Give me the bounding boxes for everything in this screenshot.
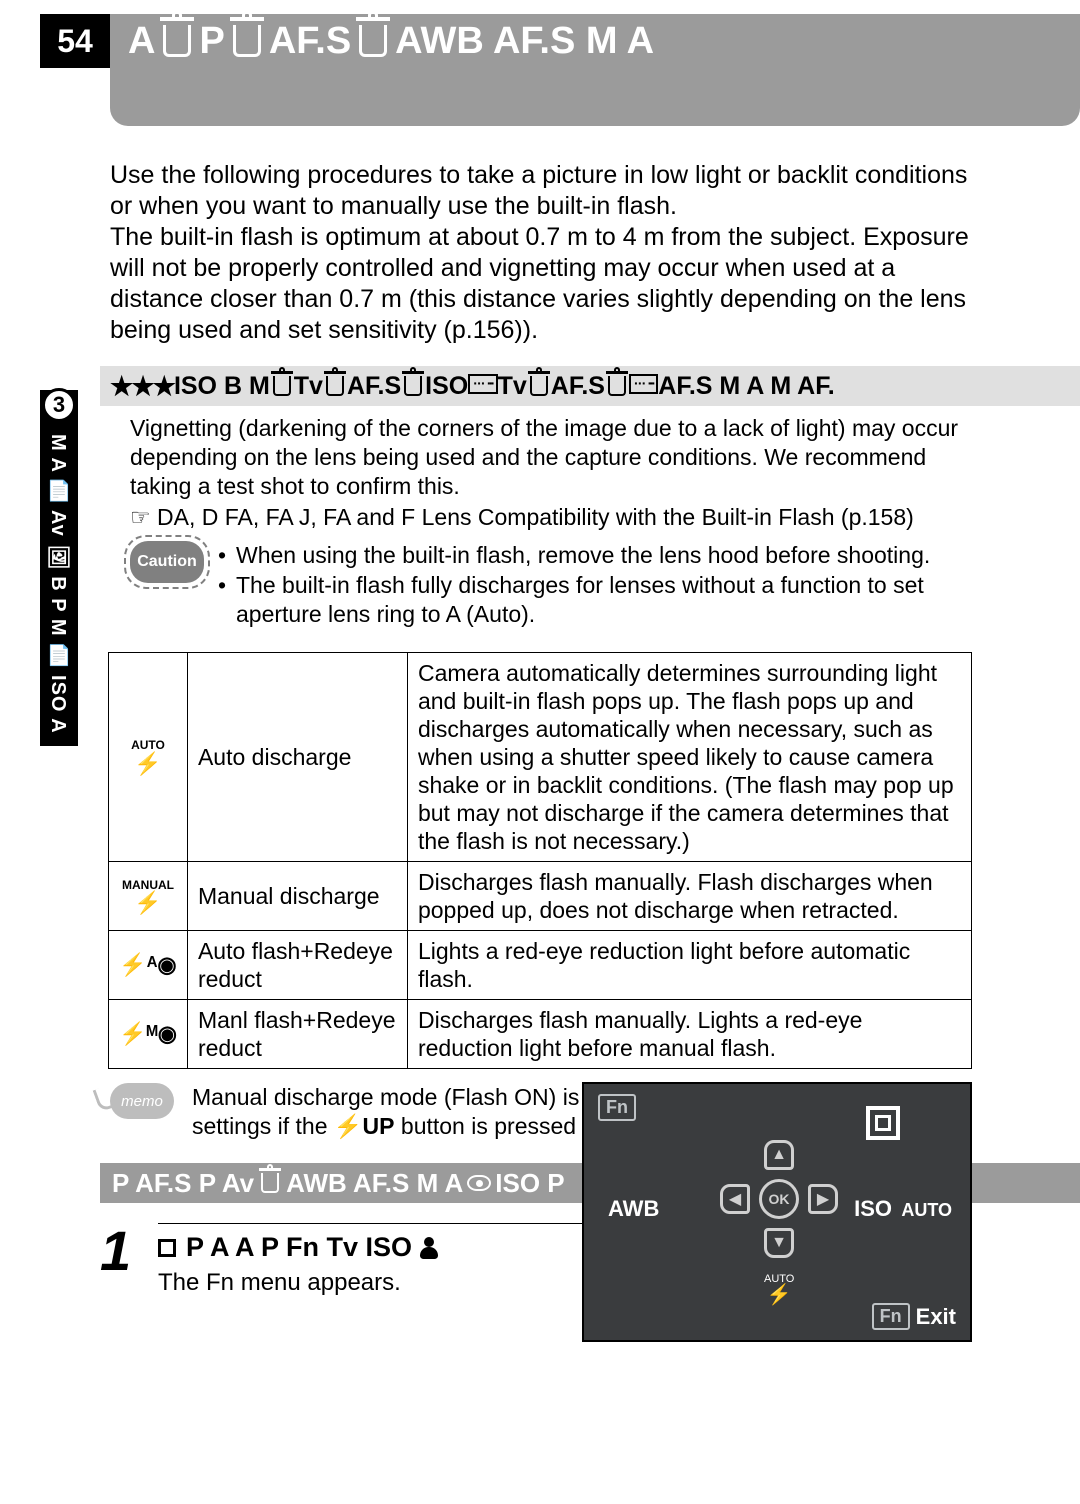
chapter-side-text: M A 📄 Av 🖼 B P M 📄 ISO A bbox=[40, 428, 76, 746]
iso-label: ISO bbox=[854, 1196, 892, 1222]
star-icon: ★ bbox=[110, 371, 133, 402]
trash-icon bbox=[233, 25, 261, 57]
dpad-up[interactable]: ▲ bbox=[764, 1140, 794, 1170]
sub1-5: AF.S bbox=[551, 372, 605, 401]
dpad: ▲ ▼ ◀ ▶ OK bbox=[714, 1134, 844, 1264]
mode-name: Auto discharge bbox=[187, 652, 407, 861]
flash-redeye-auto-icon: ⚡ᴬ◉ bbox=[119, 954, 177, 976]
table-row: AUTO ⚡ Auto discharge Camera automatical… bbox=[109, 652, 972, 861]
hdr-part-1: P bbox=[199, 20, 224, 63]
caution-block: Caution •When using the built-in flash, … bbox=[130, 541, 970, 629]
mode-icon: MANUAL ⚡ bbox=[109, 861, 188, 930]
trash-icon bbox=[273, 376, 291, 396]
flash-modes-table: AUTO ⚡ Auto discharge Camera automatical… bbox=[108, 652, 972, 1070]
table-row: ⚡ᴹ◉ Manl flash+Redeye reduct Discharges … bbox=[109, 1000, 972, 1069]
dpad-ok[interactable]: OK bbox=[759, 1179, 799, 1219]
eye-icon bbox=[467, 1175, 491, 1191]
flash-icon: ⚡ bbox=[764, 1285, 794, 1305]
sub1-0: ISO B M bbox=[174, 372, 270, 401]
chapter-side-tab: 3 M A 📄 Av 🖼 B P M 📄 ISO A bbox=[40, 390, 78, 746]
flash-up-button-label: ⚡UP bbox=[334, 1113, 395, 1139]
caution-list: •When using the built-in flash, remove t… bbox=[218, 541, 970, 629]
hdr-part-3: AWB AF.S M A bbox=[395, 20, 654, 63]
table-row: ⚡ᴬ◉ Auto flash+Redeye reduct Lights a re… bbox=[109, 930, 972, 999]
intro-paragraph: Use the following procedures to take a p… bbox=[110, 160, 970, 346]
lens-compat-ref: ☞ DA, D FA, FA J, FA and F Lens Compatib… bbox=[130, 504, 970, 531]
sub1-2: AF.S bbox=[347, 372, 401, 401]
sub1-3: ISO bbox=[425, 372, 468, 401]
fn-menu-screenshot: Fn AWB ISO AUTO AUTO ⚡ ▲ ▼ ◀ ▶ OK Fn Exi… bbox=[582, 1082, 972, 1342]
step-heading-0: P A A P Fn Tv ISO bbox=[186, 1232, 412, 1263]
mode-icon: AUTO ⚡ bbox=[109, 652, 188, 861]
person-icon bbox=[418, 1237, 440, 1259]
afs-box-icon: ∙∙∙ bbox=[629, 374, 658, 393]
trash-icon bbox=[163, 25, 191, 57]
trash-icon bbox=[326, 376, 344, 396]
afs-box-icon: ∙∙∙ bbox=[468, 374, 497, 393]
caution-badge: Caution bbox=[130, 541, 204, 583]
star-icon: ★ bbox=[153, 371, 176, 402]
sub2-0: P AF.S P Av bbox=[112, 1168, 254, 1199]
mode-desc: Lights a red-eye reduction light before … bbox=[407, 930, 971, 999]
dpad-right[interactable]: ▶ bbox=[808, 1184, 838, 1214]
caution-item-1: The built-in flash fully discharges for … bbox=[236, 571, 970, 630]
flash-icon: ⚡ bbox=[119, 892, 177, 914]
drive-mode-icon bbox=[866, 1106, 900, 1140]
mode-icon: ⚡ᴬ◉ bbox=[109, 930, 188, 999]
exit-label[interactable]: Exit bbox=[916, 1304, 956, 1330]
flash-icon: ⚡ bbox=[119, 753, 177, 775]
sub1-4: Tv bbox=[498, 372, 527, 401]
mode-icon: ⚡ᴹ◉ bbox=[109, 1000, 188, 1069]
trash-icon bbox=[608, 376, 626, 396]
square-icon bbox=[158, 1239, 176, 1257]
mode-desc: Discharges flash manually. Lights a red-… bbox=[407, 1000, 971, 1069]
chapter-number: 3 bbox=[42, 388, 76, 422]
sub1-6: AF.S M A M AF. bbox=[658, 372, 834, 401]
subheading-flash-characteristics: ★ ★ ★ ISO B M Tv AF.S ISO ∙∙∙ Tv AF.S ∙∙… bbox=[100, 366, 1080, 406]
flash-redeye-manual-icon: ⚡ᴹ◉ bbox=[119, 1023, 177, 1045]
iso-auto-label: AUTO bbox=[901, 1200, 952, 1221]
trash-icon bbox=[404, 376, 422, 396]
mode-name: Manl flash+Redeye reduct bbox=[187, 1000, 407, 1069]
star-icon: ★ bbox=[131, 371, 154, 402]
page-number: 54 bbox=[40, 14, 110, 68]
dpad-left[interactable]: ◀ bbox=[720, 1184, 750, 1214]
awb-label: AWB bbox=[608, 1196, 659, 1222]
page-header: 54 A P AF.S AWB AF.S M A bbox=[0, 0, 1080, 140]
caution-item-0: When using the built-in flash, remove th… bbox=[236, 541, 930, 570]
mode-desc: Camera automatically determines surround… bbox=[407, 652, 971, 861]
dpad-down[interactable]: ▼ bbox=[764, 1228, 794, 1258]
mode-desc: Discharges flash manually. Flash dischar… bbox=[407, 861, 971, 930]
vignetting-text: Vignetting (darkening of the corners of … bbox=[130, 414, 970, 500]
memo-badge: memo bbox=[110, 1083, 174, 1119]
trash-icon bbox=[261, 1173, 279, 1193]
mode-name: Manual discharge bbox=[187, 861, 407, 930]
sub1-1: Tv bbox=[294, 372, 323, 401]
hdr-part-2: AF.S bbox=[269, 20, 351, 63]
header-title: A P AF.S AWB AF.S M A bbox=[110, 14, 654, 68]
sub2-1: AWB AF.S M A bbox=[286, 1168, 463, 1199]
pointer-icon: ☞ bbox=[130, 504, 157, 530]
trash-icon bbox=[530, 376, 548, 396]
table-row: MANUAL ⚡ Manual discharge Discharges fla… bbox=[109, 861, 972, 930]
sub2-2: ISO P bbox=[495, 1168, 564, 1199]
fn-tag: Fn bbox=[598, 1094, 636, 1121]
auto-flash-mode-icon: AUTO ⚡ bbox=[764, 1274, 794, 1305]
mode-name: Auto flash+Redeye reduct bbox=[187, 930, 407, 999]
lens-compat-text: DA, D FA, FA J, FA and F Lens Compatibil… bbox=[157, 504, 914, 530]
fn-tag: Fn bbox=[872, 1303, 910, 1330]
trash-icon bbox=[359, 25, 387, 57]
step-number: 1 bbox=[100, 1223, 144, 1297]
hdr-part-0: A bbox=[128, 20, 155, 63]
